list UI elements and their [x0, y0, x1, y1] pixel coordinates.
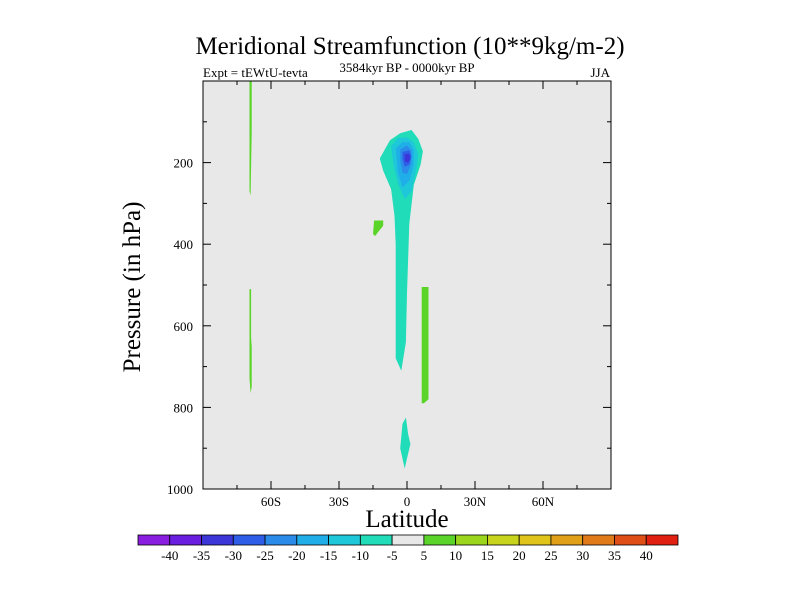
colorbar-label: -10	[352, 548, 369, 563]
positive-blob-left	[373, 220, 384, 236]
colorbar-swatch-3	[232, 534, 266, 546]
colorbar-swatch-13	[550, 534, 584, 546]
y-tick-label: 600	[174, 319, 194, 334]
colorbar-swatch-2	[201, 534, 234, 546]
season-label: JJA	[590, 65, 610, 80]
tropical-negative-cell-outer	[379, 130, 423, 371]
colorbar-label: 30	[576, 548, 589, 563]
tropical-negative-cell-core	[404, 153, 411, 163]
colorbar-label: -5	[387, 548, 398, 563]
colorbar-swatch-1	[169, 534, 202, 546]
colorbar: -40 -35 -30 -25 -20 -15 -10 -5 5 10 15 20 25 30 35 40	[137, 534, 679, 563]
x-axis-label: Latitude	[365, 506, 448, 533]
colorbar-label: -30	[225, 548, 242, 563]
colorbar-swatch-4	[264, 534, 298, 546]
y-tick-label: 1000	[167, 482, 193, 497]
colorbar-label: 20	[513, 548, 526, 563]
colorbar-swatch-6	[328, 534, 361, 546]
y-axis-label: Pressure (in hPa)	[119, 202, 146, 373]
colorbar-swatch-11	[487, 534, 520, 546]
colorbar-swatch-0	[137, 534, 171, 546]
chart-title: Meridional Streamfunction (10**9kg/m-2)	[195, 33, 624, 60]
colorbar-swatch-15	[614, 534, 647, 546]
colorbar-swatch-12	[518, 534, 552, 546]
y-tick-label: 200	[174, 156, 194, 171]
axis-ticks: 60S 30S 0 30N 60N 200 400 600 800 1000	[167, 81, 611, 509]
x-tick-label: 0	[404, 494, 411, 509]
colorbar-swatch-5	[296, 534, 329, 546]
lower-negative-blob	[400, 417, 411, 469]
colorbar-label: 5	[421, 548, 428, 563]
colorbar-swatch-8	[391, 534, 425, 546]
colorbar-label: -40	[161, 548, 178, 563]
colorbar-label: 10	[449, 548, 462, 563]
positive-strip-far-left-lower	[249, 289, 252, 394]
experiment-label: Expt = tEWtU-tevta	[203, 65, 308, 80]
colorbar-label: -25	[256, 548, 273, 563]
contour-regions	[249, 81, 429, 469]
colorbar-swatch-10	[455, 534, 488, 546]
colorbar-label: 15	[481, 548, 494, 563]
colorbar-label: 25	[544, 548, 557, 563]
colorbar-label: 40	[640, 548, 653, 563]
positive-strip-right	[421, 287, 429, 404]
colorbar-label: -15	[320, 548, 337, 563]
colorbar-label: -20	[288, 548, 305, 563]
x-tick-label: 30S	[329, 494, 349, 509]
x-tick-label: 60N	[532, 494, 555, 509]
positive-strip-far-left-upper	[249, 81, 252, 196]
y-tick-label: 800	[174, 400, 194, 415]
period-label: 3584kyr BP - 0000kyr BP	[339, 60, 474, 75]
colorbar-swatch-9	[423, 534, 457, 546]
x-tick-label: 30N	[464, 494, 487, 509]
colorbar-swatch-16	[645, 534, 679, 546]
colorbar-label: -35	[193, 548, 210, 563]
x-tick-label: 60S	[261, 494, 281, 509]
colorbar-label: 35	[608, 548, 621, 563]
colorbar-swatch-7	[359, 534, 393, 546]
colorbar-swatch-14	[582, 534, 615, 546]
y-tick-label: 400	[174, 237, 194, 252]
